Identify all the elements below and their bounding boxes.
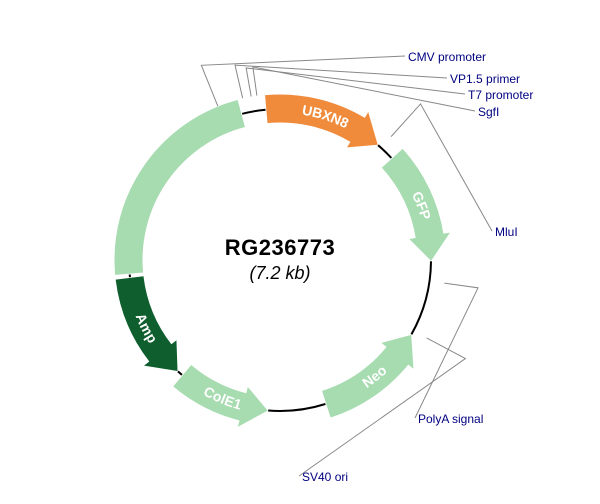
segment-cmv — [115, 101, 244, 275]
ext-label-sgfi: SgfI — [478, 105, 499, 119]
ext-label-mlui: MluI — [495, 225, 518, 239]
backbone-arc — [268, 404, 325, 411]
ext-label-sv40: SV40 ori — [302, 470, 348, 484]
ext-label-t7: T7 promoter — [468, 88, 533, 102]
ext-label-polya: PolyA signal — [418, 412, 483, 426]
backbone-arc — [378, 145, 391, 158]
backbone-arc — [242, 110, 265, 114]
backbone-arc — [411, 261, 431, 334]
backbone-arc — [178, 371, 182, 374]
ext-label-cmvprom: CMV promoter — [408, 50, 486, 64]
ext-label-vp15: VP1.5 primer — [450, 72, 520, 86]
